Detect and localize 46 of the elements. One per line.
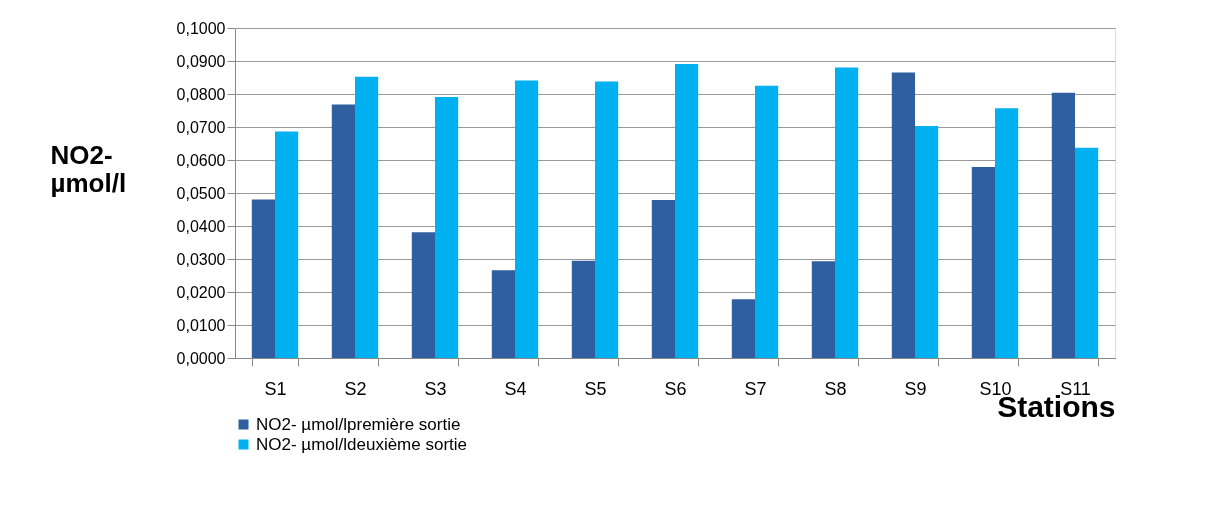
y-tick-label: 0,0200 [176,283,226,301]
bar [1051,92,1075,358]
y-tick-label: 0,0300 [176,250,226,268]
legend-label: NO2- µmol/lpremière sortie [256,414,461,434]
x-tick-label: S6 [664,378,687,399]
y-tick-label: 0,0100 [176,316,226,334]
bar [595,81,619,358]
y-tick-label: 0,1000 [176,19,226,37]
bar [915,126,939,358]
x-tick-label: S5 [584,378,607,399]
bar [971,166,995,358]
bar [835,67,859,358]
y-tick-label: 0,0400 [176,217,226,235]
y-tick-label: 0,0900 [176,52,226,70]
bar [491,270,515,358]
bar [755,85,779,358]
bar [891,72,915,358]
bar [251,199,275,358]
bar [675,63,699,358]
bar [435,96,459,358]
x-tick-label: S4 [504,378,527,399]
y-tick-label: 0,0700 [176,118,226,136]
y-axis-title: NO2- µmol/l [50,139,127,198]
x-tick-label: S1 [264,378,287,399]
bar [811,261,835,358]
x-tick-label: S8 [824,378,847,399]
bar [651,199,675,358]
bar [355,76,379,358]
y-tick-label: 0,0600 [176,151,226,169]
bar [331,104,355,358]
legend-label: NO2- µmol/ldeuxième sortie [256,434,468,454]
x-tick-label: S9 [904,378,927,399]
x-tick-label: S11 [1060,378,1091,399]
y-tick-label: 0,0000 [176,349,226,367]
x-tick-label: S7 [744,378,767,399]
y-tick-label: 0,0500 [176,184,226,202]
bar [515,80,539,358]
x-tick-label: S2 [344,378,367,399]
x-tick-label: S3 [424,378,447,399]
bar [571,260,595,358]
bar [731,299,755,358]
y-tick-label: 0,0800 [176,85,226,103]
bar [995,108,1019,358]
bar [275,131,299,358]
bar [411,232,435,358]
bar [1075,147,1099,358]
